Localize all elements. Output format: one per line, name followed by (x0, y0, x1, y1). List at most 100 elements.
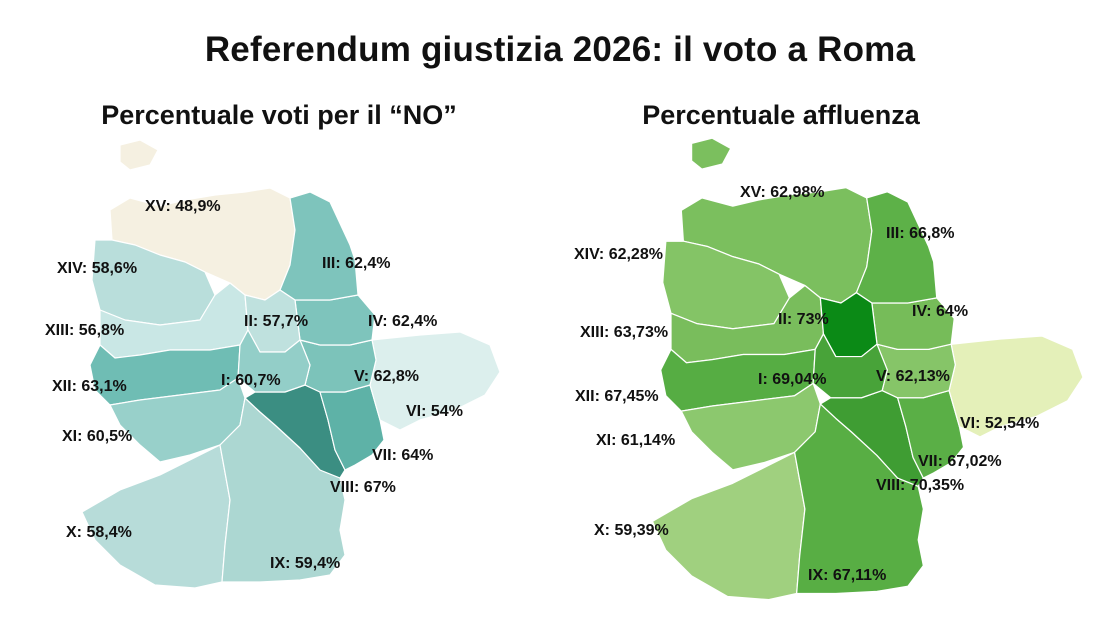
district-value: 60,7% (235, 372, 281, 389)
district-name: IV (912, 303, 936, 320)
district-value: 67,11% (832, 567, 887, 584)
district-name: II (244, 313, 263, 330)
district-name: X (594, 522, 614, 539)
district-name: IX (808, 567, 833, 584)
district-iii (855, 191, 938, 304)
district-name: VI (406, 403, 431, 420)
district-name: V (354, 368, 374, 385)
map-title-no-votes: Percentuale voti per il “NO” (101, 100, 457, 130)
district-label-viii: VIII67% (330, 479, 396, 497)
district-value: 60,5% (86, 428, 133, 445)
district-value: 62,28% (608, 246, 663, 263)
district-name: I (758, 371, 772, 388)
district-label-vii: VII67,02% (918, 453, 1002, 471)
district-label-v: V62,8% (354, 368, 419, 386)
rome-map-no-votes (81, 139, 501, 589)
district-value: 48,9% (175, 198, 221, 215)
district-name: VIII (876, 477, 910, 494)
district-label-xv: XV62,98% (740, 184, 825, 202)
district-name: III (886, 225, 909, 242)
district-value: 61,14% (620, 432, 676, 449)
district-name: VI (960, 415, 985, 432)
district-name: XV (145, 198, 175, 215)
district-i (237, 329, 311, 393)
district-name: XII (575, 388, 604, 405)
district-value: 67,02% (947, 453, 1002, 470)
district-label-ix: IX67,11% (808, 567, 886, 585)
district-value: 62,4% (392, 313, 438, 330)
district-name: X (66, 524, 86, 541)
district-iii (279, 191, 359, 301)
district-label-xiii: XIII56,8% (45, 322, 124, 340)
district-name: XII (52, 378, 81, 395)
district-label-vii: VII64% (372, 447, 433, 465)
district-name: XI (62, 428, 87, 445)
district-label-viii: VIII70,35% (876, 477, 964, 495)
district-i (812, 333, 888, 399)
district-label-ix: IX59,4% (270, 555, 340, 573)
district-name: XIV (57, 260, 92, 277)
district-label-iv: IV64% (912, 303, 968, 321)
district-label-xi: XI61,14% (596, 432, 675, 450)
district-value: 67,45% (604, 388, 659, 405)
district-value: 63,1% (81, 378, 127, 395)
district-label-ii: II57,7% (244, 313, 308, 331)
district-label-iv: IV62,4% (368, 313, 437, 331)
district-name: XI (596, 432, 621, 449)
district-name: IX (270, 555, 295, 572)
district-value: 66,8% (909, 225, 955, 242)
district-name: I (221, 372, 235, 389)
district-value: 56,8% (78, 322, 125, 339)
map-title-turnout: Percentuale affluenza (642, 100, 920, 130)
main-title: Referendum giustizia 2026: il voto a Rom… (204, 30, 916, 69)
district-value: 62,4% (345, 255, 391, 272)
district-label-i: I69,04% (758, 371, 827, 389)
district-label-vi: VI52,54% (960, 415, 1039, 433)
district-value: 64% (401, 447, 434, 464)
district-name: XIII (45, 322, 79, 339)
district-label-i: I60,7% (221, 372, 281, 390)
district-value: 73% (796, 311, 829, 328)
district-value: 70,35% (909, 477, 965, 494)
district-value: 57,7% (262, 313, 309, 330)
district-label-xv: XV48,9% (145, 198, 221, 216)
district-name: V (876, 368, 896, 385)
district-label-xii: XII63,1% (52, 378, 127, 396)
district-name: III (322, 255, 345, 272)
district-label-x: X59,39% (594, 522, 669, 540)
district-label-xi: XI60,5% (62, 428, 132, 446)
district-label-v: V62,13% (876, 368, 950, 386)
district-value: 62,13% (895, 368, 950, 385)
district-value: 62,98% (770, 184, 825, 201)
district-name: XV (740, 184, 770, 201)
district-name: XIV (574, 246, 609, 263)
district-label-x: X58,4% (66, 524, 132, 542)
district-value: 64% (936, 303, 969, 320)
rome-map-turnout (651, 137, 1084, 601)
district-value: 67% (363, 479, 396, 496)
district-name: VIII (330, 479, 364, 496)
district-value: 63,73% (613, 324, 669, 341)
district-name: II (778, 311, 797, 328)
district-name: IV (368, 313, 392, 330)
district-value: 52,54% (984, 415, 1040, 432)
district-value: 62,8% (373, 368, 419, 385)
district-x (651, 451, 806, 601)
district-label-iii: III62,4% (322, 255, 391, 273)
district-label-xiii: XIII63,73% (580, 324, 668, 342)
district-value: 59,39% (614, 522, 669, 539)
district-value: 58,4% (86, 524, 132, 541)
district-name: VII (372, 447, 401, 464)
district-label-xiv: XIV58,6% (57, 260, 137, 278)
district-x (81, 444, 231, 589)
district-name: VII (918, 453, 947, 470)
district-value: 54% (430, 403, 463, 420)
district-value: 58,6% (91, 260, 138, 277)
district-value: 59,4% (294, 555, 341, 572)
district-label-iii: III66,8% (886, 225, 955, 243)
district-label-xii: XII67,45% (575, 388, 659, 406)
district-label-xiv: XIV62,28% (574, 246, 663, 264)
district-label-ii: II73% (778, 311, 829, 329)
district-name: XIII (580, 324, 614, 341)
district-label-vi: VI54% (406, 403, 463, 421)
